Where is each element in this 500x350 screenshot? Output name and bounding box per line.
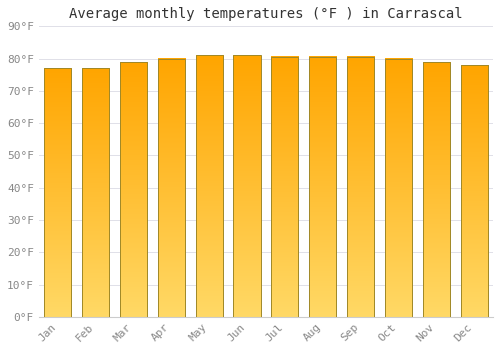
Bar <box>82 68 109 317</box>
Title: Average monthly temperatures (°F ) in Carrascal: Average monthly temperatures (°F ) in Ca… <box>69 7 462 21</box>
Bar <box>120 62 147 317</box>
Bar <box>347 57 374 317</box>
Bar <box>385 58 412 317</box>
Bar <box>196 55 223 317</box>
Bar <box>158 58 185 317</box>
Bar <box>44 68 72 317</box>
Bar <box>234 55 260 317</box>
Bar <box>309 57 336 317</box>
Bar <box>422 62 450 317</box>
Bar <box>460 65 488 317</box>
Bar <box>271 57 298 317</box>
